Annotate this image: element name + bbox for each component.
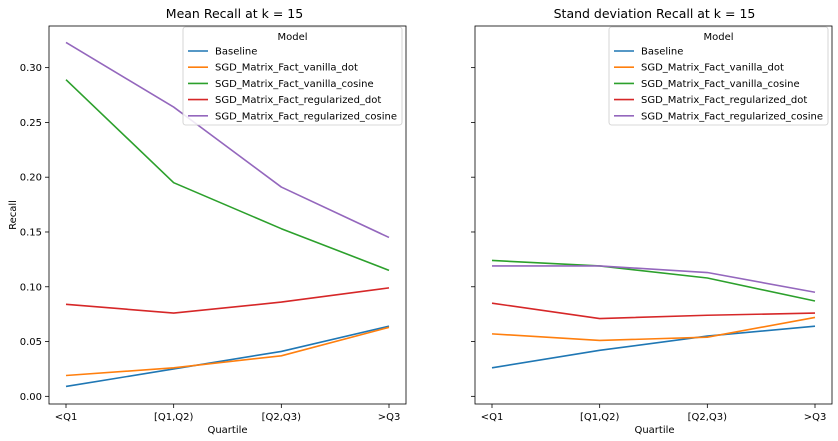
y-axis-label: Recall [8, 200, 19, 230]
plot-frame [48, 25, 407, 405]
legend: Model Baseline SGD_Matrix_Fact_vanilla_dot… [182, 26, 403, 126]
legend-label: SGD_Matrix_Fact_vanilla_cosine [641, 79, 800, 90]
legend-label: SGD_Matrix_Fact_regularized_cosine [641, 111, 823, 122]
series-line [65, 325, 390, 388]
series-line [491, 259, 816, 302]
legend-label: SGD_Matrix_Fact_vanilla_cosine [215, 79, 374, 90]
plot-frame [474, 25, 833, 405]
y-tick-label: 0.25 [20, 118, 42, 129]
legend-box [608, 26, 829, 126]
x-tick-label: [Q2,Q3) [688, 412, 728, 423]
legend-label: Baseline [215, 47, 257, 58]
y-tick-label: 0.05 [20, 337, 42, 348]
legend-title: Model [703, 32, 733, 43]
legend-label: SGD_Matrix_Fact_vanilla_dot [215, 63, 358, 74]
y-tick-label: 0.00 [20, 392, 42, 403]
legend-label: SGD_Matrix_Fact_regularized_dot [641, 95, 807, 106]
x-axis-ticks: <Q1 [Q1,Q2) [Q2,Q3) >Q3 [481, 404, 827, 423]
x-tick-label: [Q2,Q3) [262, 412, 302, 423]
x-axis-label: Quartile [207, 425, 247, 436]
x-axis-label: Quartile [634, 425, 674, 436]
legend-box [182, 26, 403, 126]
legend-label: SGD_Matrix_Fact_regularized_dot [215, 95, 381, 106]
series-line [491, 325, 816, 369]
series-lines [491, 259, 816, 369]
x-tick-label: >Q3 [804, 412, 827, 423]
series-line [492, 265, 816, 294]
mean-recall-panel: Mean Recall at k = 15 Recall Quartile 0.… [8, 6, 407, 436]
x-axis-ticks: <Q1 [Q1,Q2) [Q2,Q3) >Q3 [55, 404, 401, 423]
y-axis-ticks [471, 67, 475, 397]
x-tick-label: [Q1,Q2) [154, 412, 194, 423]
series-line [491, 316, 816, 342]
series-line [491, 302, 816, 320]
series-lines [65, 41, 390, 388]
legend-title: Model [277, 32, 307, 43]
series-line [65, 79, 390, 272]
y-tick-label: 0.30 [20, 63, 42, 74]
series-line [65, 326, 390, 377]
y-tick-label: 0.10 [20, 282, 42, 293]
x-tick-label: [Q1,Q2) [580, 412, 620, 423]
y-axis-ticks: 0.00 0.05 0.10 0.15 0.20 0.25 0.30 [20, 63, 49, 403]
y-tick-label: 0.15 [20, 227, 42, 238]
panel-title: Mean Recall at k = 15 [166, 6, 303, 21]
stddev-recall-panel: Stand deviation Recall at k = 15 Quartil… [471, 6, 833, 436]
legend: Model Baseline SGD_Matrix_Fact_vanilla_dot… [608, 26, 829, 126]
legend-label: SGD_Matrix_Fact_regularized_cosine [215, 111, 397, 122]
panel-title: Stand deviation Recall at k = 15 [554, 6, 756, 21]
x-tick-label: >Q3 [378, 412, 401, 423]
x-tick-label: <Q1 [55, 412, 78, 423]
legend-label: SGD_Matrix_Fact_vanilla_dot [641, 63, 784, 74]
legend-label: Baseline [641, 47, 683, 58]
y-tick-label: 0.20 [20, 173, 42, 184]
x-tick-label: <Q1 [481, 412, 504, 423]
series-line [65, 41, 390, 239]
series-line [65, 287, 390, 314]
